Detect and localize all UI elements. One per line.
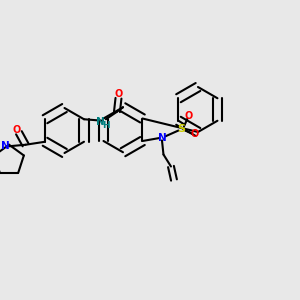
Text: N: N (1, 141, 10, 151)
Text: O: O (185, 110, 193, 121)
Text: S: S (178, 124, 185, 134)
Text: N: N (96, 117, 105, 127)
Text: O: O (12, 125, 21, 135)
Text: N: N (158, 133, 166, 143)
Text: O: O (114, 89, 123, 99)
Text: O: O (190, 128, 199, 139)
Text: H: H (102, 121, 110, 130)
